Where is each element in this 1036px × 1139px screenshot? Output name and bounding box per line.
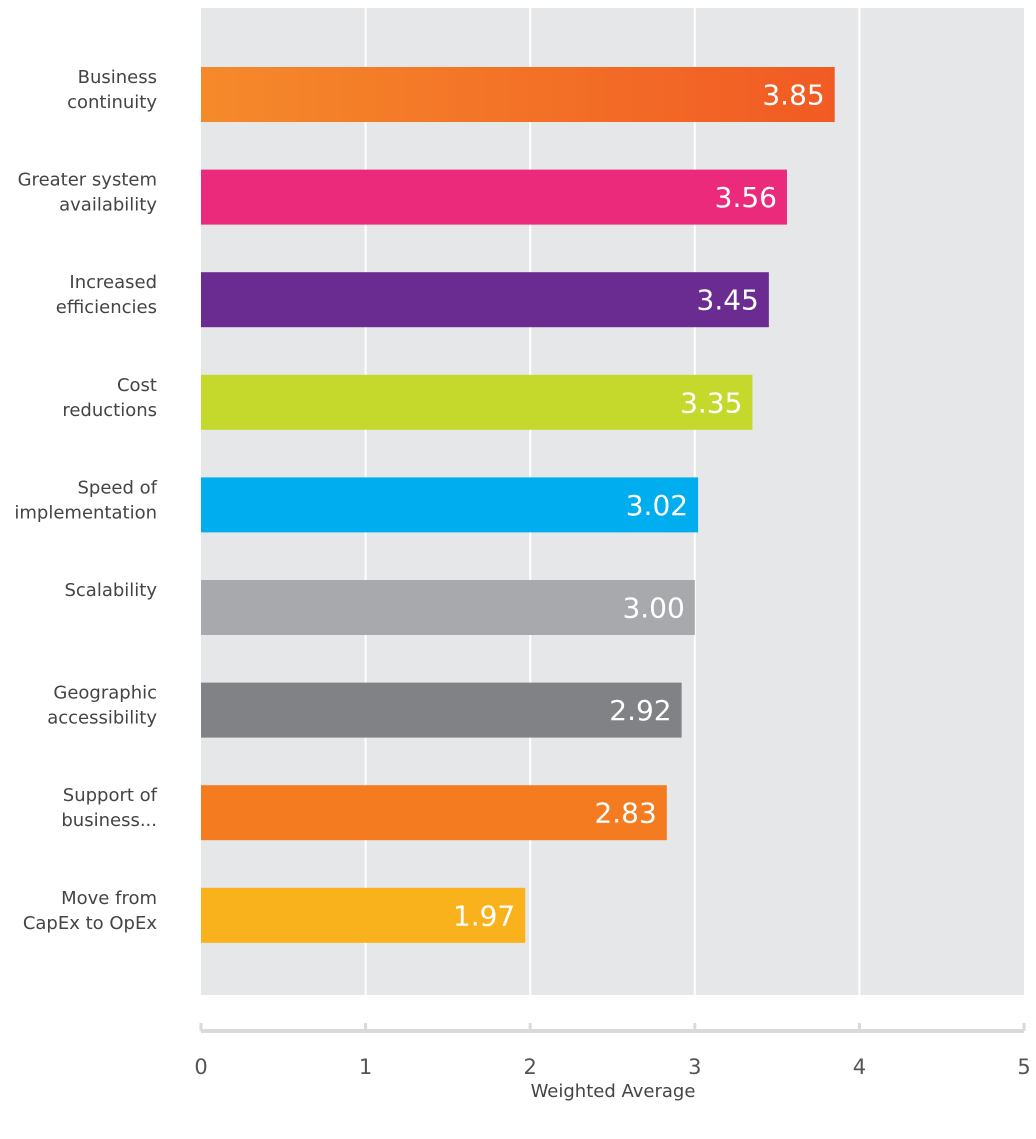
bar-value-label: 3.02 bbox=[626, 489, 688, 522]
bar bbox=[201, 887, 526, 943]
x-axis: 0 1 2 3 4 5 bbox=[194, 1023, 1031, 1079]
x-tick-label: 4 bbox=[853, 1055, 866, 1079]
bar-value-label: 3.00 bbox=[622, 592, 684, 625]
x-tick-label: 2 bbox=[524, 1055, 537, 1079]
category-labels: Business continuity Greater system availabi… bbox=[14, 67, 157, 934]
x-axis-title: Weighted Average bbox=[531, 1081, 696, 1102]
bar bbox=[201, 67, 835, 122]
x-tick-label: 5 bbox=[1017, 1055, 1030, 1079]
category-label: Greater system availability bbox=[18, 170, 158, 216]
bar-value-label: 3.56 bbox=[715, 181, 777, 214]
bar-value-label: 3.45 bbox=[697, 284, 759, 317]
bar bbox=[201, 580, 695, 635]
category-label: Support of business... bbox=[61, 785, 157, 831]
bars bbox=[201, 67, 835, 943]
bar bbox=[201, 682, 682, 738]
bar-value-label: 2.92 bbox=[609, 694, 671, 727]
category-label: Business continuity bbox=[67, 67, 157, 113]
bar bbox=[201, 374, 753, 430]
x-tick-label: 1 bbox=[359, 1055, 372, 1079]
bar bbox=[201, 477, 699, 533]
bar-value-label: 3.35 bbox=[680, 386, 742, 419]
bar-value-label: 2.83 bbox=[594, 797, 656, 830]
bar-value-label: 3.85 bbox=[762, 79, 824, 112]
bar bbox=[201, 785, 667, 841]
bar-value-label: 1.97 bbox=[453, 899, 515, 932]
category-label: Geographic accessibility bbox=[47, 683, 157, 729]
bar bbox=[201, 169, 787, 225]
x-tick-label: 0 bbox=[194, 1055, 207, 1079]
bar bbox=[201, 272, 769, 328]
category-label: Increased efficiencies bbox=[56, 272, 157, 318]
category-label: Speed of implementation bbox=[14, 477, 157, 523]
category-label: Scalability bbox=[64, 580, 157, 601]
category-label: Cost reductions bbox=[62, 375, 157, 421]
x-tick-label: 3 bbox=[688, 1055, 701, 1079]
category-label: Move from CapEx to OpEx bbox=[23, 888, 158, 934]
value-labels: 3.85 3.56 3.45 3.35 3.02 3.00 2.92 2.83 1.97 bbox=[453, 79, 825, 933]
